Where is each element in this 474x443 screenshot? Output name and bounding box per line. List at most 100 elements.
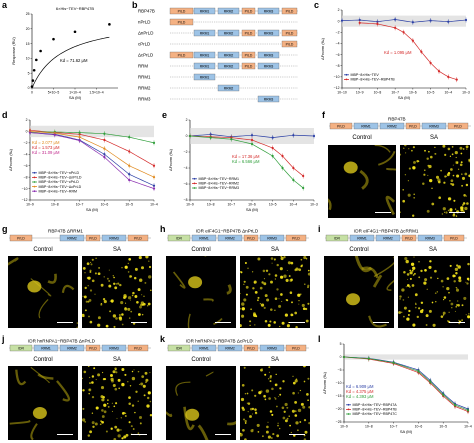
stress-granule (88, 315, 90, 318)
stress-granule (134, 267, 138, 271)
stress-granule (114, 286, 118, 290)
domain-label: RRM1 (361, 124, 371, 128)
stress-granule (101, 420, 104, 424)
y-tick-label: −6 (336, 53, 340, 57)
data-point (312, 134, 316, 138)
stress-granule (466, 277, 470, 281)
construct-label: RRM (138, 64, 148, 69)
stress-granule (276, 405, 278, 408)
stress-granule (406, 284, 410, 287)
rrm-domain (349, 234, 375, 242)
stress-granule (107, 402, 109, 405)
stress-granule (275, 373, 277, 376)
stress-granule (295, 378, 298, 380)
stress-granule (262, 269, 266, 273)
stress-granule (449, 299, 451, 302)
cell-outline (47, 273, 57, 284)
x-tick-label: 10−6 (415, 425, 423, 429)
stress-granule (403, 147, 405, 149)
construct-schematic-b: RBP47B PrLD RRM1 RRM2 PrLD RRM3 PrLD nPrLD PrLD Δ… (138, 7, 298, 103)
idr-domain (9, 344, 33, 352)
stress-granule (402, 189, 404, 191)
kd-label: Kd = 4.375 μM (346, 389, 374, 394)
domain-label: RRM3 (264, 64, 274, 68)
stress-granule (112, 314, 117, 318)
cell-outline (385, 195, 396, 216)
domain-label: RRM3 (264, 9, 274, 13)
data-point (230, 138, 233, 141)
x-tick-label: 10−6 (409, 91, 417, 95)
stress-granule (244, 438, 247, 440)
stress-granule (246, 402, 248, 404)
prld-domain (241, 62, 256, 70)
stress-granule (120, 301, 124, 305)
prld-domain (243, 234, 259, 242)
stress-granule (101, 409, 104, 412)
stress-granule (268, 366, 271, 369)
construct-label: RRM3 (138, 97, 151, 102)
stress-granule (429, 276, 433, 279)
data-point (402, 31, 405, 34)
stress-granule (128, 396, 131, 399)
stress-granule (149, 413, 152, 417)
stress-granule (304, 283, 306, 286)
stress-granule (268, 397, 271, 400)
stress-granule (82, 295, 84, 297)
stress-granule (274, 274, 278, 277)
stress-granule (442, 311, 446, 315)
stress-granule (291, 301, 293, 304)
stress-granule (429, 260, 432, 263)
stress-granule (281, 321, 285, 325)
data-point (420, 50, 423, 53)
micrograph-i-control (324, 256, 394, 328)
stress-granule (306, 393, 309, 396)
stress-granule (303, 419, 307, 422)
data-point (302, 174, 305, 178)
x-tick-label: 5×10−5 (48, 91, 60, 95)
stress-granule (465, 281, 467, 283)
stress-granule (407, 296, 409, 298)
rrm-domain (193, 51, 216, 59)
stress-granule (443, 181, 446, 184)
stress-granule (283, 256, 286, 259)
data-point (78, 136, 81, 139)
stress-granule (128, 317, 131, 319)
domain-label: PrLD (286, 31, 294, 35)
stress-granule (279, 427, 281, 430)
x-tick-label: 10−7 (228, 203, 236, 207)
domain-label: PrLD (247, 346, 255, 350)
stress-granule (402, 299, 405, 301)
stress-granule (257, 257, 261, 261)
stress-granule (441, 213, 444, 215)
stress-granule (267, 421, 269, 423)
stress-granule (273, 321, 276, 324)
stress-granule (86, 276, 90, 280)
stress-granule (404, 257, 408, 261)
stress-granule (464, 172, 468, 176)
domain-label: IDR (176, 346, 182, 350)
fit-line (30, 131, 155, 144)
stress-granule (455, 286, 457, 289)
kd-label: Kd = 71.62 μM (60, 58, 88, 63)
stress-granule (286, 406, 289, 409)
construct-schematic-k: IDR hnRNPA1−RBP47B ΔcPrLD IDR RRM1 RRM2 PrLD… (167, 339, 309, 352)
stress-granule (90, 263, 93, 266)
kd-label: Kd = 6.909 μM (346, 384, 374, 389)
construct-caption: IDR hnRNPA1−RBP47B ΔnPrLD (28, 339, 96, 344)
micrograph-h-control (166, 256, 236, 328)
stress-granule (400, 153, 402, 156)
y-tick-label: −12 (22, 198, 28, 202)
stress-granule (451, 307, 453, 309)
stress-granule (290, 261, 294, 265)
kd-label: Kd = 1.095 μM (384, 50, 412, 55)
stress-granule (149, 372, 151, 374)
fit-line (343, 356, 469, 412)
stress-granule (295, 421, 299, 425)
domain-label: PrLD (178, 53, 186, 57)
data-point (392, 361, 395, 364)
stress-granule (465, 195, 468, 197)
data-point (411, 21, 414, 24)
stress-granule (412, 323, 416, 327)
y-tick-label: −4 (24, 152, 28, 156)
stress-granule (459, 163, 463, 167)
